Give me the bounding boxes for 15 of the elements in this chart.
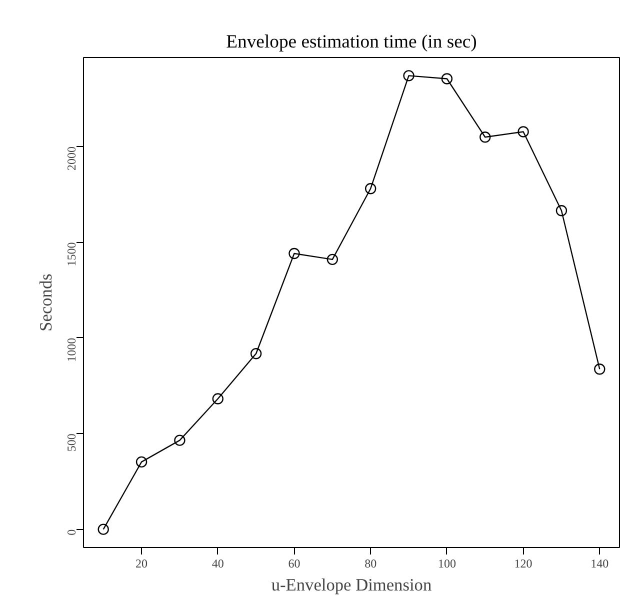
y-tick-label: 2000 xyxy=(64,146,78,171)
x-tick-label: 20 xyxy=(136,556,148,570)
x-tick-label: 120 xyxy=(514,556,532,570)
x-axis-title: u-Envelope Dimension xyxy=(271,576,432,594)
x-tick-label: 140 xyxy=(590,556,609,570)
x-tick-label: 80 xyxy=(364,556,377,570)
x-tick-label: 40 xyxy=(212,556,224,570)
x-tick-label: 60 xyxy=(288,556,300,570)
y-tick-label: 0 xyxy=(64,529,78,536)
x-tick-label: 100 xyxy=(438,556,456,570)
y-axis-title: Seconds xyxy=(36,273,56,332)
y-tick-label: 1000 xyxy=(64,338,78,362)
y-tick-label: 1500 xyxy=(64,242,78,266)
chart-title: Envelope estimation time (in sec) xyxy=(226,32,477,52)
y-tick-label: 500 xyxy=(64,434,78,452)
